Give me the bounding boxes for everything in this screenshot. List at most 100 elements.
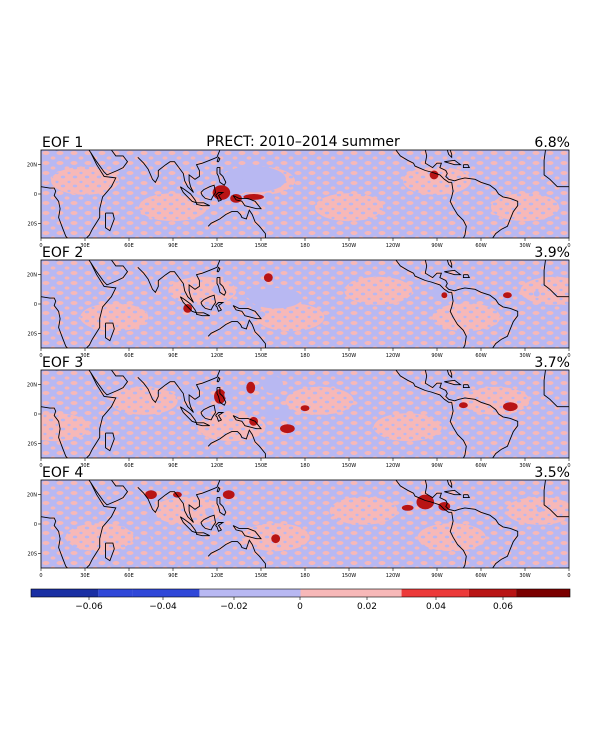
field-patch bbox=[432, 303, 501, 332]
coastline bbox=[462, 274, 471, 279]
lon-tick-label: 30W bbox=[519, 243, 530, 249]
field-patch bbox=[329, 496, 398, 525]
anomaly-feature bbox=[145, 490, 157, 500]
coastline bbox=[424, 150, 455, 182]
coastline bbox=[216, 497, 227, 516]
coastline bbox=[207, 429, 266, 458]
coastline bbox=[137, 376, 180, 404]
anomaly-feature bbox=[249, 287, 303, 309]
field-patch bbox=[417, 523, 486, 552]
lon-tick-label: 60E bbox=[124, 463, 134, 469]
colorbar: −0.06 −0.04 −0.02 0 0.02 0.04 0.06 bbox=[30, 588, 571, 612]
colorbar-tick-label: −0.06 bbox=[75, 602, 103, 612]
coastline bbox=[105, 542, 115, 562]
lon-tick-label: 30E bbox=[80, 573, 90, 579]
coastline bbox=[41, 516, 68, 568]
lon-tick-label: 150W bbox=[342, 573, 357, 579]
lon-tick-label: 60E bbox=[124, 353, 134, 359]
coastline bbox=[454, 507, 519, 568]
coastline bbox=[200, 404, 216, 421]
colorbar-swatch bbox=[468, 589, 517, 597]
lon-tick-label: 60W bbox=[475, 243, 486, 249]
coastline bbox=[216, 266, 221, 273]
coastline bbox=[424, 260, 455, 292]
coastline bbox=[446, 370, 453, 379]
coastline bbox=[178, 480, 221, 523]
lon-tick-label: 90W bbox=[431, 243, 442, 249]
coastlines bbox=[41, 370, 569, 458]
colorbar-tick-label: 0 bbox=[297, 602, 303, 612]
coastline bbox=[444, 379, 462, 386]
field-band bbox=[80, 276, 569, 332]
panel-label: EOF 1 bbox=[42, 135, 83, 151]
colorbar-swatch bbox=[199, 589, 301, 597]
lat-tick-label: 20N bbox=[27, 493, 37, 499]
field-background bbox=[41, 150, 569, 238]
anomaly-feature bbox=[503, 292, 512, 299]
coastline bbox=[215, 412, 225, 422]
coastline bbox=[216, 376, 221, 383]
coastline bbox=[196, 312, 210, 317]
lon-tick-label: 120E bbox=[211, 243, 224, 249]
coastline bbox=[216, 387, 227, 406]
field-band bbox=[65, 496, 569, 552]
field-patch bbox=[491, 193, 559, 222]
panel-label: EOF 3 bbox=[42, 355, 83, 371]
lat-tick-label: 0 bbox=[34, 522, 37, 528]
coastline bbox=[454, 397, 519, 458]
anomaly-feature bbox=[222, 490, 235, 500]
anomaly-feature bbox=[401, 504, 414, 511]
lon-tick-label: 30E bbox=[80, 463, 90, 469]
eof-panels: EOF 1 6.8% 0 30E 60E 90E 120E 150E 180 150W 120W 90… bbox=[27, 135, 571, 579]
anomaly-feature bbox=[244, 287, 263, 300]
field-patch bbox=[315, 193, 383, 222]
coastline bbox=[395, 150, 452, 183]
coastline bbox=[454, 287, 519, 348]
lon-tick-label: 60E bbox=[124, 243, 134, 249]
coastline bbox=[232, 305, 262, 320]
coastline bbox=[232, 525, 262, 540]
lat-tick-label: 20S bbox=[27, 331, 37, 337]
coastline bbox=[543, 150, 569, 188]
coastline bbox=[55, 260, 117, 348]
field-background bbox=[41, 480, 569, 568]
anomaly-feature bbox=[261, 409, 291, 419]
colorbar-swatch bbox=[516, 589, 570, 597]
lon-tick-label: 0 bbox=[39, 353, 42, 359]
anomaly-feature bbox=[262, 375, 283, 394]
lon-tick-label: 120E bbox=[211, 573, 224, 579]
coastline bbox=[207, 539, 266, 568]
anomaly-feature bbox=[212, 284, 222, 294]
anomaly-feature bbox=[429, 170, 439, 180]
coastline bbox=[41, 186, 68, 238]
coastline bbox=[424, 480, 455, 512]
field-patch bbox=[197, 413, 266, 442]
anomaly-feature bbox=[432, 289, 442, 296]
coastline bbox=[207, 319, 266, 348]
panel-variance: 3.9% bbox=[534, 245, 570, 261]
colorbar-swatch bbox=[300, 589, 402, 597]
lon-tick-label: 150W bbox=[342, 353, 357, 359]
coastline bbox=[444, 159, 462, 166]
coastline bbox=[105, 212, 115, 232]
anomaly-feature bbox=[300, 405, 310, 412]
lon-tick-label: 30E bbox=[80, 353, 90, 359]
coastline bbox=[216, 167, 227, 186]
colorbar-swatch bbox=[98, 589, 133, 597]
lon-tick-label: 150W bbox=[342, 243, 357, 249]
lon-tick-label: 90W bbox=[431, 573, 442, 579]
field-patch bbox=[285, 386, 354, 415]
coastline bbox=[446, 480, 453, 489]
coastline bbox=[395, 260, 452, 293]
field-background bbox=[41, 370, 569, 458]
lon-tick-label: 150E bbox=[255, 573, 268, 579]
lon-tick-label: 150E bbox=[255, 463, 268, 469]
field-patch bbox=[520, 276, 569, 305]
anomaly-feature bbox=[224, 390, 234, 400]
lon-tick-label: 120W bbox=[386, 573, 401, 579]
coastline bbox=[137, 156, 180, 184]
colorbar-tick-label: 0.02 bbox=[357, 602, 377, 612]
eof-panel: EOF 2 3.9%0 30E 60E 90E 120E 150E 180 150W 120W 90… bbox=[27, 245, 571, 359]
coastline bbox=[446, 260, 453, 269]
